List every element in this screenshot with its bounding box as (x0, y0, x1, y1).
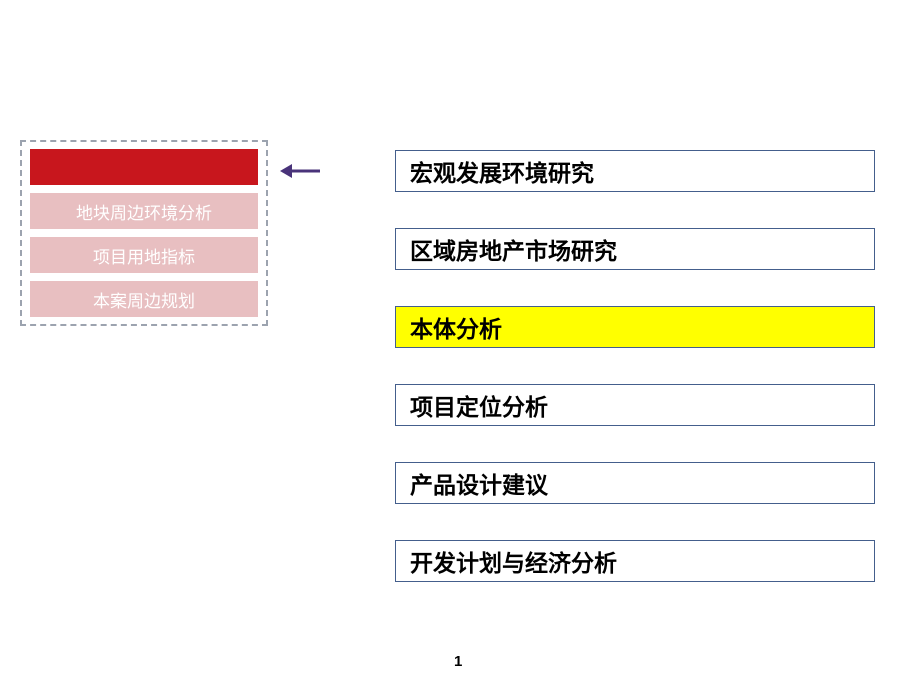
left-item-3: 本案周边规划 (30, 281, 258, 317)
page-number: 1 (454, 653, 462, 670)
right-panel: 宏观发展环境研究区域房地产市场研究本体分析项目定位分析产品设计建议开发计划与经济… (395, 150, 875, 582)
right-item-1: 区域房地产市场研究 (395, 228, 875, 270)
left-panel: 地块周边环境分析项目用地指标本案周边规划 (20, 140, 268, 326)
arrow-left-icon (278, 160, 322, 182)
left-item-1: 地块周边环境分析 (30, 193, 258, 229)
right-item-3: 项目定位分析 (395, 384, 875, 426)
left-item-0 (30, 149, 258, 185)
right-item-5: 开发计划与经济分析 (395, 540, 875, 582)
right-item-0: 宏观发展环境研究 (395, 150, 875, 192)
right-item-4: 产品设计建议 (395, 462, 875, 504)
left-item-2: 项目用地指标 (30, 237, 258, 273)
right-item-2: 本体分析 (395, 306, 875, 348)
